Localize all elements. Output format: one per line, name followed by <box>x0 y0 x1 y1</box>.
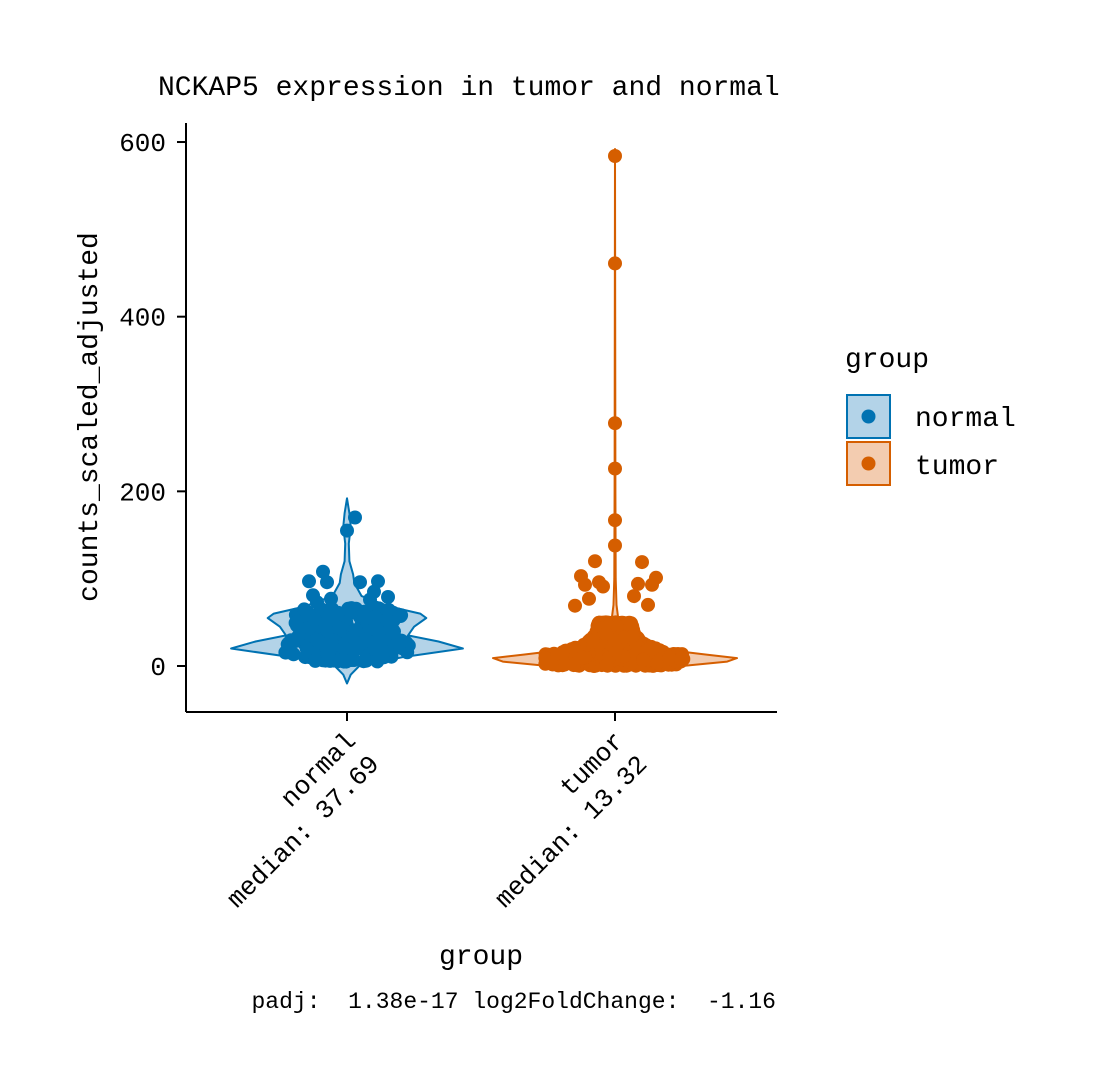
data-point-tumor <box>662 651 677 666</box>
data-point-normal <box>380 613 395 628</box>
data-point-tumor <box>588 554 602 569</box>
data-point-tumor <box>599 658 614 673</box>
violin-tumor <box>492 148 738 672</box>
legend-key-normal <box>846 394 891 439</box>
legend: group normal tumor <box>845 345 1016 486</box>
data-point-tumor <box>645 577 659 592</box>
data-point-normal <box>288 615 303 630</box>
data-point-normal <box>324 591 338 606</box>
legend-label-tumor: tumor <box>915 452 999 483</box>
data-point-normal <box>368 610 382 625</box>
y-tick-label: 400 <box>119 304 166 334</box>
data-point-normal <box>357 606 372 621</box>
x-axis-title: group <box>439 942 523 973</box>
data-point-tumor <box>631 576 645 591</box>
y-tick-label: 0 <box>150 653 166 683</box>
data-point-tumor <box>596 579 610 594</box>
data-point-normal <box>320 623 335 638</box>
legend-title: group <box>845 345 929 376</box>
data-point-tumor <box>555 645 570 660</box>
y-axis-ticks: 0 200 400 600 <box>119 129 186 683</box>
data-point-tumor <box>568 598 582 613</box>
legend-item-normal: normal <box>846 394 1016 439</box>
stats-caption: padj: 1.38e-17 log2FoldChange: -1.16 <box>252 989 777 1015</box>
data-point-tumor <box>578 577 592 592</box>
data-point-normal <box>348 623 363 638</box>
data-point-tumor <box>608 633 623 648</box>
data-point-normal <box>320 575 334 590</box>
data-point-normal <box>393 609 408 623</box>
data-point-tumor <box>627 589 641 604</box>
data-point-tumor <box>641 597 655 612</box>
data-point-normal <box>322 610 336 625</box>
data-point-normal <box>348 510 362 525</box>
data-point-tumor <box>608 461 622 476</box>
data-point-tumor <box>555 658 570 673</box>
data-point-normal <box>316 564 330 579</box>
y-tick-label: 600 <box>119 129 166 159</box>
data-point-normal <box>302 574 316 589</box>
data-point-tumor <box>608 513 622 528</box>
data-point-tumor <box>608 538 622 553</box>
data-points <box>278 149 691 673</box>
data-point-normal <box>365 635 380 650</box>
data-point-normal <box>308 653 323 668</box>
data-point-tumor <box>608 416 622 431</box>
data-point-tumor <box>608 149 622 163</box>
data-point-tumor <box>608 643 623 658</box>
data-point-normal <box>340 523 354 538</box>
data-point-tumor <box>566 658 581 673</box>
plot-area <box>230 148 738 685</box>
data-point-tumor <box>635 555 649 570</box>
data-point-tumor <box>586 634 600 649</box>
data-point-normal <box>310 595 324 610</box>
data-point-normal <box>359 653 374 668</box>
data-point-normal <box>289 633 304 648</box>
data-point-normal <box>317 637 331 652</box>
data-point-normal <box>286 647 301 662</box>
data-point-normal <box>381 590 395 604</box>
data-point-normal <box>344 653 359 667</box>
data-point-tumor <box>673 652 688 666</box>
data-point-normal <box>353 575 367 590</box>
data-point-normal <box>371 574 385 589</box>
data-point-tumor <box>621 617 636 632</box>
data-point-normal <box>370 623 385 638</box>
data-point-tumor <box>582 591 596 606</box>
data-point-tumor <box>544 656 559 671</box>
chart-title: NCKAP5 expression in tumor and normal <box>158 73 780 104</box>
data-point-normal <box>307 612 322 627</box>
legend-dot-normal <box>861 409 876 424</box>
data-point-tumor <box>608 256 622 271</box>
legend-item-tumor: tumor <box>846 441 999 486</box>
legend-label-normal: normal <box>915 404 1016 435</box>
data-point-normal <box>297 602 312 617</box>
legend-dot-tumor <box>861 456 876 471</box>
y-tick-label: 200 <box>119 478 166 508</box>
data-point-tumor <box>636 652 651 667</box>
data-point-normal <box>392 637 407 652</box>
y-axis-title: counts_scaled_adjusted <box>75 232 106 602</box>
data-point-normal <box>370 654 385 669</box>
data-point-normal <box>363 592 377 607</box>
data-point-normal <box>299 642 314 656</box>
